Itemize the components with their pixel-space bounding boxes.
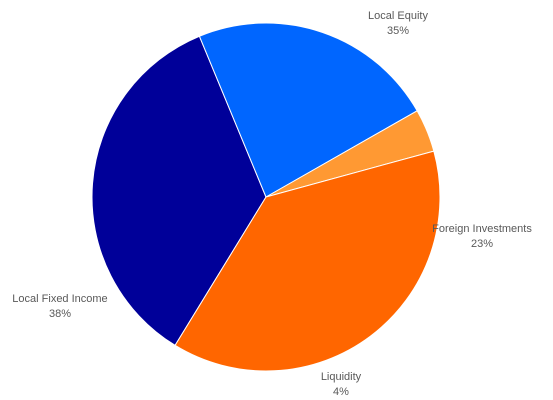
slice-value-label: 35% xyxy=(387,25,409,37)
pie-slice-foreign-investments xyxy=(198,22,418,198)
slice-category-label: Local Equity xyxy=(368,10,428,22)
data-label-liquidity: Liquidity 4% xyxy=(321,371,362,398)
data-label-local-equity: Local Equity 35% xyxy=(368,10,428,37)
slice-category-label: Foreign Investments xyxy=(432,223,532,235)
pie-slice-local-equity xyxy=(91,35,267,347)
slice-category-label: Liquidity xyxy=(321,371,362,383)
pie-labels: Local Equity 35% Foreign Investments 23% Liq… xyxy=(12,10,532,398)
data-label-foreign-investments: Foreign Investments 23% xyxy=(432,223,532,250)
slice-value-label: 4% xyxy=(333,386,349,398)
slice-value-label: 38% xyxy=(49,308,71,320)
pie-slice-local-fixed-income xyxy=(174,150,441,372)
slice-value-label: 23% xyxy=(471,238,493,250)
pie-slices xyxy=(91,22,441,372)
slice-category-label: Local Fixed Income xyxy=(12,293,107,305)
data-label-local-fixed-income: Local Fixed Income 38% xyxy=(12,293,107,320)
